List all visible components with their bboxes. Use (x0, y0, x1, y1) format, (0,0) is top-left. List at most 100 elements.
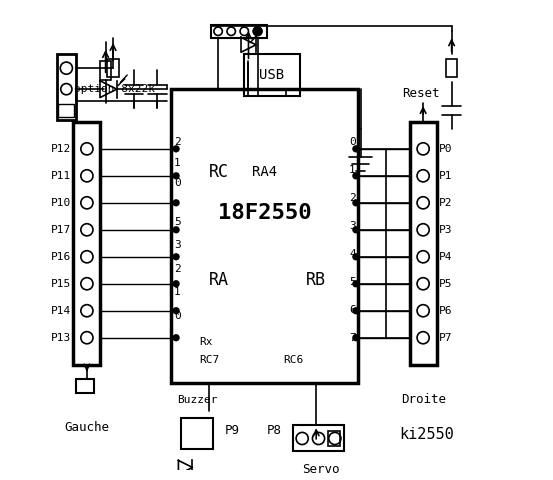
Circle shape (312, 432, 325, 444)
Circle shape (417, 143, 429, 155)
Text: P4: P4 (439, 252, 452, 262)
Text: RC: RC (209, 163, 229, 180)
Circle shape (353, 200, 359, 205)
Circle shape (296, 432, 308, 444)
Text: RB: RB (306, 271, 326, 289)
Text: P5: P5 (439, 279, 452, 289)
Bar (181, 419, 213, 449)
Text: option 8x22k: option 8x22k (75, 84, 155, 94)
Text: P13: P13 (51, 333, 71, 343)
Text: P17: P17 (51, 225, 71, 235)
Text: P10: P10 (51, 198, 71, 208)
Bar (293, 425, 344, 451)
Text: P9: P9 (225, 423, 239, 437)
Text: P15: P15 (51, 279, 71, 289)
Circle shape (353, 254, 359, 260)
Text: P2: P2 (439, 198, 452, 208)
Text: Droite: Droite (400, 393, 446, 406)
Circle shape (240, 27, 248, 36)
Text: Rx: Rx (200, 337, 213, 347)
Text: 4: 4 (349, 249, 356, 259)
Text: 5: 5 (174, 216, 180, 227)
Circle shape (417, 170, 429, 182)
Circle shape (81, 197, 93, 209)
Text: 1: 1 (349, 165, 356, 175)
Text: Buzzer: Buzzer (177, 395, 217, 405)
Text: 6: 6 (349, 305, 356, 315)
Bar (244, 54, 300, 96)
Circle shape (173, 146, 179, 152)
Circle shape (173, 281, 179, 287)
Circle shape (81, 224, 93, 236)
Text: RA: RA (209, 271, 229, 289)
Circle shape (417, 251, 429, 263)
Circle shape (60, 62, 72, 74)
Bar (129, 472, 148, 480)
Text: P12: P12 (51, 144, 71, 154)
Circle shape (353, 335, 359, 340)
Text: 3: 3 (349, 221, 356, 231)
Text: 5: 5 (349, 277, 356, 287)
Bar (107, 59, 119, 77)
Bar (100, 61, 111, 80)
Text: P6: P6 (439, 306, 452, 316)
Bar (74, 122, 101, 365)
Bar (76, 379, 95, 393)
Bar (446, 59, 457, 77)
Text: 18F2550: 18F2550 (218, 203, 312, 223)
Text: 0: 0 (174, 311, 180, 321)
Text: P16: P16 (51, 252, 71, 262)
Circle shape (173, 173, 179, 179)
Text: 0: 0 (174, 178, 180, 188)
Circle shape (81, 305, 93, 317)
Bar (211, 25, 267, 38)
Circle shape (214, 27, 222, 36)
Text: Servo: Servo (302, 463, 340, 476)
Text: RC7: RC7 (200, 355, 220, 365)
Circle shape (353, 173, 359, 179)
Text: RA4: RA4 (252, 165, 278, 179)
Circle shape (353, 308, 359, 313)
Text: RC6: RC6 (284, 355, 304, 365)
Text: 0: 0 (349, 137, 356, 147)
Text: 1: 1 (174, 287, 180, 297)
Text: P14: P14 (51, 306, 71, 316)
Circle shape (173, 227, 179, 233)
Text: P7: P7 (439, 333, 452, 343)
Circle shape (81, 251, 93, 263)
Text: P3: P3 (439, 225, 452, 235)
Circle shape (254, 27, 262, 36)
Text: P0: P0 (439, 144, 452, 154)
Circle shape (253, 27, 262, 36)
Text: P8: P8 (267, 423, 281, 437)
Text: 2: 2 (174, 137, 180, 147)
Circle shape (81, 277, 93, 290)
Text: P1: P1 (439, 171, 452, 181)
Circle shape (353, 281, 359, 287)
Circle shape (173, 254, 179, 260)
Text: 1: 1 (174, 158, 180, 168)
Text: ki2550: ki2550 (399, 427, 454, 442)
Text: 2: 2 (349, 193, 356, 203)
Text: 2: 2 (174, 264, 180, 274)
Circle shape (417, 224, 429, 236)
Text: P11: P11 (51, 171, 71, 181)
Bar (59, 104, 74, 117)
Bar (57, 54, 76, 120)
Circle shape (81, 170, 93, 182)
Bar (171, 89, 358, 384)
Circle shape (353, 227, 359, 233)
Text: USB: USB (259, 68, 284, 82)
Circle shape (173, 335, 179, 340)
Circle shape (81, 143, 93, 155)
Circle shape (417, 277, 429, 290)
Circle shape (173, 200, 179, 205)
Text: 7: 7 (349, 333, 356, 343)
Circle shape (81, 332, 93, 344)
Circle shape (329, 432, 341, 444)
Circle shape (173, 308, 179, 313)
Bar (328, 432, 340, 446)
Text: Reset: Reset (403, 87, 440, 100)
Text: Gauche: Gauche (64, 421, 109, 434)
Text: 3: 3 (174, 240, 180, 250)
